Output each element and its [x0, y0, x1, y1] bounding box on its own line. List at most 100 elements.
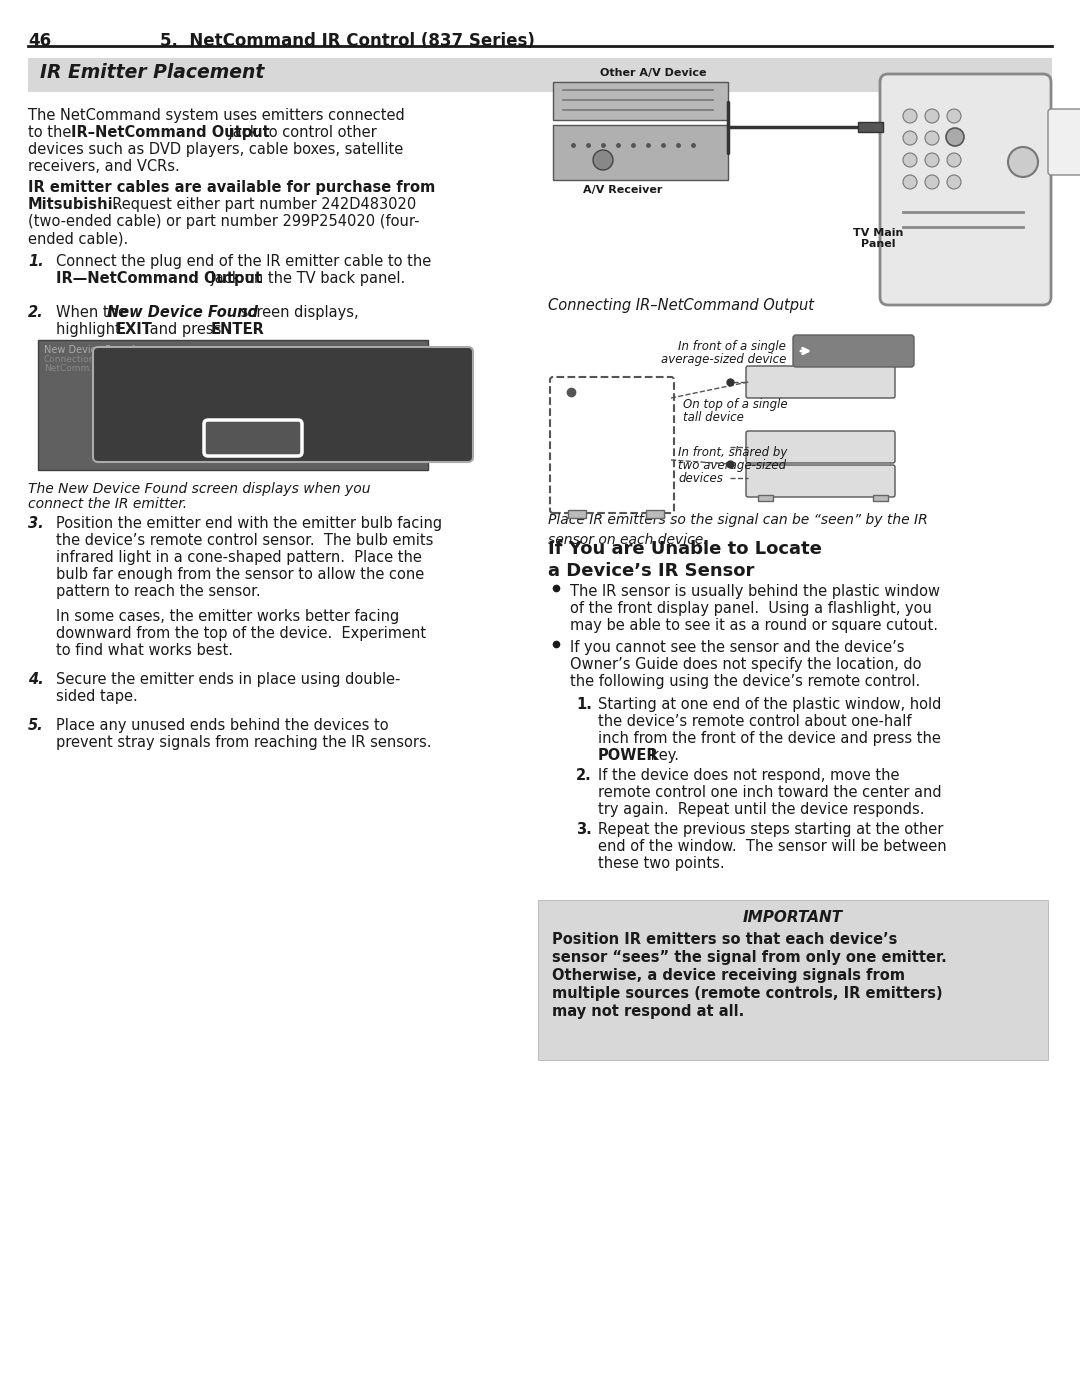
Text: Connect the plug end of the IR emitter cable to the: Connect the plug end of the IR emitter c…: [56, 254, 431, 270]
Text: the device’s remote control sensor.  The bulb emits: the device’s remote control sensor. The …: [56, 534, 433, 548]
Text: screen displays,: screen displays,: [237, 305, 359, 320]
Text: Connection detected for IR–NetCommand Output.: Connection detected for IR–NetCommand Ou…: [112, 402, 458, 416]
Text: New Device Found: New Device Found: [112, 370, 314, 388]
Text: end of the window.  The sensor will be between: end of the window. The sensor will be be…: [598, 840, 947, 854]
Text: receivers, and VCRs.: receivers, and VCRs.: [28, 159, 179, 175]
Text: try again.  Repeat until the device responds.: try again. Repeat until the device respo…: [598, 802, 924, 817]
Text: Request either part number 242D483020: Request either part number 242D483020: [103, 197, 416, 212]
Circle shape: [924, 131, 939, 145]
Text: the device’s remote control about one-half: the device’s remote control about one-ha…: [598, 714, 912, 729]
Circle shape: [947, 131, 961, 145]
Text: to find what works best.: to find what works best.: [56, 643, 233, 658]
Text: A/V Receiver: A/V Receiver: [583, 184, 662, 196]
Text: 1.: 1.: [28, 254, 43, 270]
Text: If the device does not respond, move the: If the device does not respond, move the: [598, 768, 900, 782]
Text: EXIT: EXIT: [232, 430, 274, 448]
Circle shape: [947, 175, 961, 189]
Text: pattern to reach the sensor.: pattern to reach the sensor.: [56, 584, 260, 599]
Text: 5.  NetCommand IR Control (837 Series): 5. NetCommand IR Control (837 Series): [160, 32, 535, 50]
Bar: [646, 510, 664, 518]
FancyBboxPatch shape: [550, 377, 674, 513]
Bar: [858, 122, 883, 131]
Text: 2.: 2.: [576, 768, 592, 782]
Text: devices: devices: [678, 472, 723, 485]
Text: these two points.: these two points.: [598, 856, 725, 870]
Circle shape: [903, 109, 917, 123]
Text: IMPORTANT: IMPORTANT: [743, 909, 843, 925]
Text: 4.: 4.: [28, 672, 43, 687]
FancyBboxPatch shape: [746, 366, 895, 398]
Circle shape: [947, 109, 961, 123]
FancyBboxPatch shape: [793, 335, 914, 367]
FancyBboxPatch shape: [746, 432, 895, 462]
Circle shape: [924, 109, 939, 123]
Bar: [538, 900, 1048, 1060]
Text: sensor “sees” the signal from only one emitter.: sensor “sees” the signal from only one e…: [552, 950, 947, 965]
Text: If you cannot see the sensor and the device’s: If you cannot see the sensor and the dev…: [570, 640, 905, 655]
Text: bulb far enough from the sensor to allow the cone: bulb far enough from the sensor to allow…: [56, 567, 424, 583]
Text: When the: When the: [56, 305, 132, 320]
Text: POWER: POWER: [598, 747, 659, 763]
Text: multiple sources (remote controls, IR emitters): multiple sources (remote controls, IR em…: [552, 986, 943, 1002]
Text: 2.: 2.: [28, 305, 43, 320]
Text: In front of a single: In front of a single: [678, 339, 786, 353]
Text: IR—NetCommand Output: IR—NetCommand Output: [56, 271, 262, 286]
Text: Position the emitter end with the emitter bulb facing: Position the emitter end with the emitte…: [56, 515, 442, 531]
Text: remote control one inch toward the center and: remote control one inch toward the cente…: [598, 785, 942, 800]
Text: IR emitter cables are available for purchase from: IR emitter cables are available for purc…: [28, 180, 435, 196]
Text: On top of a single: On top of a single: [683, 398, 787, 411]
Circle shape: [1008, 147, 1038, 177]
Text: .: .: [248, 321, 253, 337]
Text: Place IR emitters so the signal can be “seen” by the IR
sensor on each device.: Place IR emitters so the signal can be “…: [548, 513, 928, 546]
Text: highlight: highlight: [56, 321, 125, 337]
Text: Owner’s Guide does not specify the location, do: Owner’s Guide does not specify the locat…: [570, 657, 921, 672]
Text: The NetCommand system uses emitters connected: The NetCommand system uses emitters conn…: [28, 108, 405, 123]
Text: Position IR emitters so that each device’s: Position IR emitters so that each device…: [552, 932, 897, 947]
Text: inch from the front of the device and press the: inch from the front of the device and pr…: [598, 731, 941, 746]
Circle shape: [903, 131, 917, 145]
Text: tall device: tall device: [683, 411, 744, 425]
Text: ended cable).: ended cable).: [28, 231, 129, 246]
Text: Place any unused ends behind the devices to: Place any unused ends behind the devices…: [56, 718, 389, 733]
Text: ENTER: ENTER: [211, 321, 265, 337]
Text: infrared light in a cone-shaped pattern.  Place the: infrared light in a cone-shaped pattern.…: [56, 550, 422, 564]
FancyBboxPatch shape: [1048, 109, 1080, 175]
Text: Repeat the previous steps starting at the other: Repeat the previous steps starting at th…: [598, 821, 943, 837]
Text: IR sensor: IR sensor: [818, 344, 883, 358]
Text: Panel: Panel: [861, 239, 895, 249]
Text: a Device’s IR Sensor: a Device’s IR Sensor: [548, 562, 754, 580]
Text: Mitsubishi.: Mitsubishi.: [28, 197, 119, 212]
Text: IR–NetCommand Output: IR–NetCommand Output: [71, 124, 270, 140]
FancyBboxPatch shape: [746, 465, 895, 497]
Text: IR-NetCommand®: IR-NetCommand®: [1056, 117, 1080, 127]
Text: Connection: Connection: [44, 355, 95, 365]
Circle shape: [924, 175, 939, 189]
Bar: [873, 495, 888, 502]
Circle shape: [946, 129, 964, 147]
Text: New Device Found: New Device Found: [44, 345, 135, 355]
FancyBboxPatch shape: [93, 346, 473, 462]
Text: Other A/V Device: Other A/V Device: [600, 68, 706, 78]
Text: devices such as DVD players, cable boxes, satellite: devices such as DVD players, cable boxes…: [28, 142, 403, 156]
Bar: [553, 124, 728, 180]
Text: The IR sensor is usually behind the plastic window: The IR sensor is usually behind the plas…: [570, 584, 940, 599]
Text: 3.: 3.: [576, 821, 592, 837]
Text: NetComm...: NetComm...: [44, 365, 98, 373]
Text: Secure the emitter ends in place using double-: Secure the emitter ends in place using d…: [56, 672, 401, 687]
Circle shape: [947, 154, 961, 168]
Text: EXIT: EXIT: [328, 455, 351, 465]
Bar: [758, 495, 773, 502]
Text: downward from the top of the device.  Experiment: downward from the top of the device. Exp…: [56, 626, 427, 641]
Text: New Device Found: New Device Found: [107, 305, 258, 320]
Text: and press: and press: [145, 321, 226, 337]
Text: key.: key.: [646, 747, 679, 763]
Circle shape: [924, 154, 939, 168]
Bar: [553, 82, 728, 120]
Text: 5.: 5.: [28, 718, 43, 733]
Text: Output: Output: [1056, 130, 1080, 140]
Text: to the: to the: [28, 124, 76, 140]
Text: TV Main: TV Main: [853, 228, 903, 237]
Text: Connecting IR–NetCommand Output: Connecting IR–NetCommand Output: [548, 298, 814, 313]
Text: IR Emitter Placement: IR Emitter Placement: [40, 63, 265, 82]
Text: jack to control other: jack to control other: [224, 124, 377, 140]
